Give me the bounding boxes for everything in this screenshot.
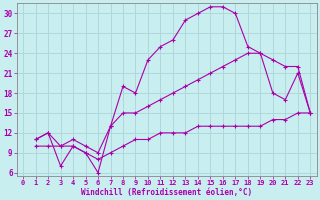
- X-axis label: Windchill (Refroidissement éolien,°C): Windchill (Refroidissement éolien,°C): [81, 188, 252, 197]
